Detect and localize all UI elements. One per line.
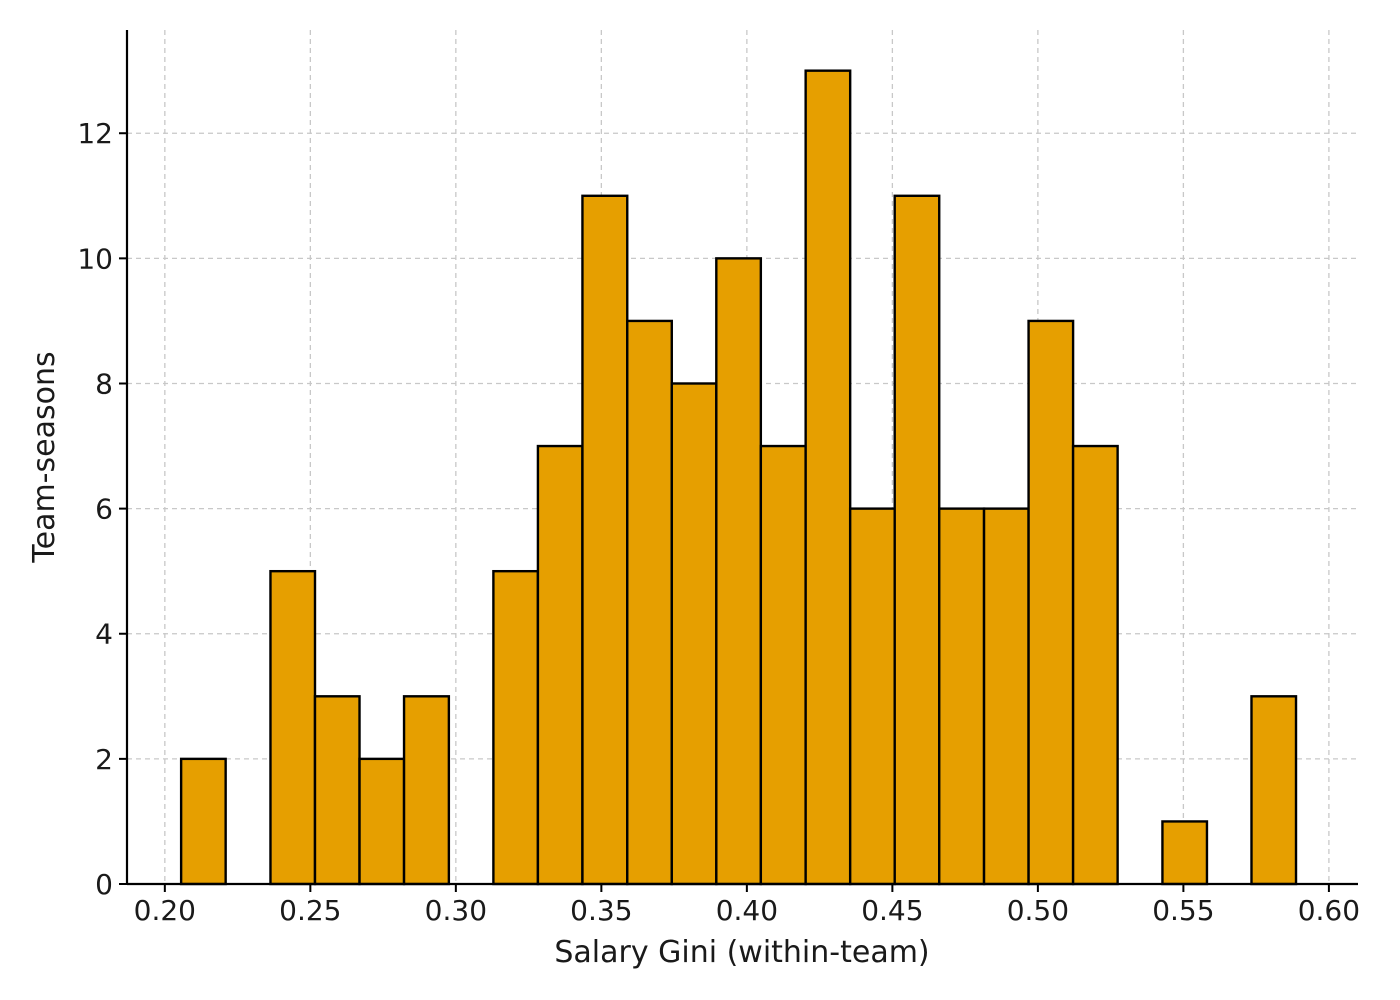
x-tick-label: 0.45 <box>861 894 923 927</box>
histogram-bars <box>179 69 1298 886</box>
x-tick-label: 0.50 <box>1007 894 1069 927</box>
histogram-bar <box>492 569 540 886</box>
x-tick-label: 0.25 <box>279 894 341 927</box>
x-tick-label: 0.35 <box>570 894 632 927</box>
y-tick-label: 10 <box>77 242 113 275</box>
x-tick-label: 0.60 <box>1298 894 1360 927</box>
histogram-bar <box>1027 319 1075 886</box>
y-tick-label: 4 <box>95 618 113 651</box>
x-ticks: 0.20 0.25 0.30 0.35 0.40 0.45 0.50 0.55 0.60 <box>134 884 1360 927</box>
histogram-bar <box>402 695 451 886</box>
histogram-bar <box>670 382 718 886</box>
histogram-bar <box>759 444 807 886</box>
x-tick-label: 0.55 <box>1152 894 1214 927</box>
histogram-bar <box>715 257 763 886</box>
axes <box>125 30 1358 886</box>
histogram-bar <box>581 194 629 886</box>
histogram-bar <box>313 695 361 886</box>
histogram-bar <box>269 569 317 886</box>
y-tick-label: 0 <box>95 868 113 901</box>
histogram-bar <box>626 319 673 886</box>
x-tick-label: 0.30 <box>425 894 487 927</box>
x-tick-label: 0.40 <box>716 894 778 927</box>
histogram-bar <box>1161 820 1209 886</box>
histogram-bar <box>848 507 896 886</box>
histogram-bar <box>1071 444 1119 886</box>
histogram-bar <box>938 507 986 886</box>
y-axis-title: Team-seasons <box>27 351 62 563</box>
histogram-bar <box>893 194 941 886</box>
histogram-bar <box>804 69 852 886</box>
histogram-bar <box>358 757 406 886</box>
histogram-bar <box>536 444 584 886</box>
histogram-bar <box>982 507 1030 886</box>
y-ticks: 0 2 4 6 8 10 12 <box>77 117 127 901</box>
histogram-bar <box>1250 695 1298 886</box>
y-tick-label: 12 <box>77 117 113 150</box>
histogram-bar <box>179 757 227 886</box>
y-tick-label: 2 <box>95 743 113 776</box>
x-axis-title: Salary Gini (within-team) <box>554 935 929 970</box>
y-tick-label: 8 <box>95 367 113 400</box>
y-tick-label: 6 <box>95 493 113 526</box>
x-tick-label: 0.20 <box>134 894 196 927</box>
